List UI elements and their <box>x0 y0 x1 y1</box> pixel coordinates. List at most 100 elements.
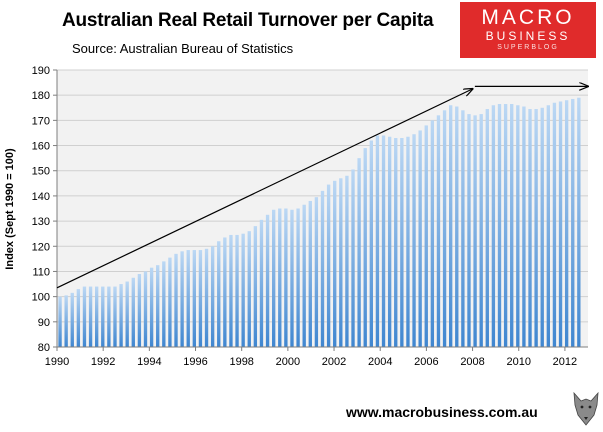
bar <box>485 109 489 347</box>
x-tick-label: 1990 <box>45 356 69 368</box>
y-tick-label: 120 <box>32 241 50 253</box>
bar <box>125 281 129 347</box>
y-tick-label: 130 <box>32 216 50 228</box>
y-tick-label: 140 <box>32 191 50 203</box>
chart-title: Australian Real Retail Turnover per Capi… <box>62 10 434 31</box>
y-tick-label: 110 <box>32 266 50 278</box>
bar <box>528 109 532 347</box>
bar <box>564 100 569 347</box>
bar <box>259 219 264 347</box>
bar <box>223 237 227 347</box>
bar <box>400 137 404 347</box>
bar <box>546 105 551 347</box>
bar <box>491 105 496 347</box>
bar <box>577 97 581 347</box>
x-tick-label: 2000 <box>276 356 300 368</box>
bar <box>137 273 142 347</box>
bar <box>119 284 123 347</box>
bar <box>278 208 282 347</box>
bar <box>418 130 422 347</box>
bar <box>88 286 93 347</box>
bar <box>308 200 312 347</box>
x-tick-label: 2002 <box>322 356 346 368</box>
bar <box>497 103 502 347</box>
bar <box>436 115 441 347</box>
bar <box>571 98 575 347</box>
bar <box>320 190 325 347</box>
bar <box>448 105 453 347</box>
bar <box>375 135 380 347</box>
bar <box>70 292 74 347</box>
bar <box>394 137 398 347</box>
bar <box>516 105 520 347</box>
website-url[interactable]: www.macrobusiness.com.au <box>346 404 538 420</box>
bar <box>479 114 483 348</box>
bar <box>302 204 306 347</box>
y-tick-labels: 80 90 100 110 120 130 140 150 160 170 180 190 <box>32 65 50 354</box>
bar <box>442 110 447 347</box>
bar <box>113 286 117 347</box>
bar <box>558 101 563 348</box>
bar <box>467 114 471 348</box>
macro-business-logo[interactable]: MACRO BUSINESS SUPERBLOG <box>460 2 596 58</box>
wolf-icon <box>573 391 599 426</box>
bar <box>424 125 428 348</box>
axes <box>56 70 588 348</box>
bar <box>94 286 99 347</box>
bar <box>64 295 68 347</box>
x-tick-labels: 1990 1992 1994 1996 1998 2000 2002 2004 2006 2008… <box>45 347 577 368</box>
x-tick-label: 2010 <box>506 356 530 368</box>
y-tick-label: 170 <box>32 115 50 127</box>
bar <box>333 180 337 347</box>
y-tick-label: 80 <box>38 342 50 354</box>
bar <box>149 267 154 347</box>
bar <box>229 234 233 347</box>
bar <box>58 296 62 347</box>
bar <box>198 250 203 347</box>
y-tick-label: 90 <box>38 317 50 329</box>
bar <box>247 231 251 347</box>
bar <box>351 169 355 347</box>
x-tick-label: 1992 <box>91 356 115 368</box>
bar <box>204 248 209 347</box>
bar <box>186 250 190 347</box>
bar <box>162 261 166 347</box>
bar <box>210 246 215 347</box>
bar <box>217 241 221 347</box>
trend-arrow <box>56 89 473 289</box>
bar <box>345 175 349 347</box>
bar <box>76 289 81 347</box>
bar <box>180 251 184 347</box>
logo-line-1: MACRO <box>481 6 575 29</box>
bar <box>241 233 245 347</box>
bar <box>510 103 514 347</box>
y-tick-label: 180 <box>32 90 50 102</box>
bar <box>265 214 270 347</box>
bar <box>357 158 361 347</box>
bar <box>406 136 410 347</box>
bar <box>296 208 300 347</box>
bar <box>174 253 178 347</box>
bar <box>503 103 508 347</box>
bar <box>192 250 197 347</box>
bar <box>143 271 148 347</box>
bar <box>131 277 135 347</box>
x-tick-label: 2004 <box>368 356 392 368</box>
x-tick-label: 2008 <box>460 356 484 368</box>
y-tick-label: 190 <box>32 65 50 77</box>
bar <box>314 197 319 347</box>
x-tick-label: 1998 <box>229 356 253 368</box>
y-tick-label: 100 <box>32 292 50 304</box>
bar <box>430 120 435 347</box>
chart-subtitle: Source: Australian Bureau of Statistics <box>72 41 294 56</box>
bar <box>540 107 544 347</box>
bar <box>290 209 294 347</box>
bar <box>168 257 172 347</box>
bar <box>101 286 105 347</box>
bar <box>253 226 258 347</box>
x-tick-label: 2012 <box>553 356 577 368</box>
x-tick-label: 1994 <box>137 356 161 368</box>
bar <box>522 106 526 347</box>
bar <box>381 135 386 347</box>
bar <box>326 184 331 347</box>
